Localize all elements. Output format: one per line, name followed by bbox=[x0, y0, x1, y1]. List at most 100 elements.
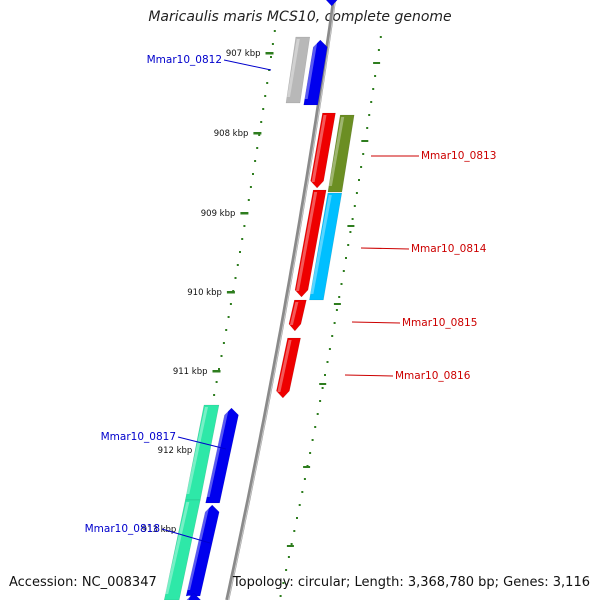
scale-dot-left bbox=[243, 225, 246, 227]
scale-dot-right bbox=[360, 166, 363, 168]
scale-dot-right bbox=[279, 595, 282, 597]
gene-label[interactable]: Mmar10_0814 bbox=[411, 243, 487, 255]
gene-red-0815[interactable] bbox=[288, 299, 307, 332]
gene-gray-0812[interactable] bbox=[285, 36, 311, 104]
scale-dot-left bbox=[258, 134, 261, 136]
gene-teal-0818[interactable] bbox=[163, 499, 201, 600]
scale-dot-right bbox=[362, 153, 365, 155]
scale-dot-right bbox=[314, 426, 317, 428]
scale-dot-right bbox=[296, 517, 298, 519]
scale-dot-right bbox=[319, 400, 322, 402]
scale-tick-label: 910 kbp bbox=[187, 288, 222, 298]
scale-dot-left bbox=[234, 277, 237, 279]
scale-dot-right bbox=[345, 257, 347, 259]
gene-cyan-0814[interactable] bbox=[309, 192, 343, 301]
scale-dot-right bbox=[351, 218, 354, 220]
scale-dot-right bbox=[301, 491, 304, 493]
gene-leader-line bbox=[360, 247, 410, 250]
scale-tick-label: 908 kbp bbox=[214, 129, 249, 139]
gene-cyan-0814-shade bbox=[310, 195, 332, 294]
scale-dot-left bbox=[241, 238, 244, 240]
scale-dot-left bbox=[254, 160, 257, 162]
gene-leader-line bbox=[351, 321, 401, 324]
gene-leader-line bbox=[344, 374, 394, 377]
scale-dot-left bbox=[213, 394, 216, 396]
gene-olive-0813[interactable] bbox=[327, 114, 355, 193]
scale-dot-right bbox=[340, 283, 343, 285]
scale-dot-right bbox=[353, 205, 356, 207]
scale-dot-left bbox=[273, 30, 276, 32]
gene-label[interactable]: Mmar10_0815 bbox=[402, 317, 477, 329]
map-title: Maricaulis maris MCS10, complete genome bbox=[148, 9, 452, 25]
scale-dot-right bbox=[338, 296, 341, 298]
gene-red-0813-shade bbox=[311, 115, 327, 182]
scale-dot-right bbox=[377, 49, 380, 51]
scale-dot-left bbox=[270, 56, 272, 58]
gene-teal-0818-shade bbox=[165, 502, 190, 594]
scale-dot-left bbox=[225, 329, 228, 331]
scale-dot-left bbox=[215, 381, 218, 383]
scale-tick-major bbox=[240, 212, 249, 215]
scale-dot-right bbox=[331, 335, 334, 337]
gene-label[interactable]: Mmar10_0812 bbox=[147, 54, 222, 66]
scale-dot-left bbox=[236, 264, 239, 266]
gene-olive-0813-shade bbox=[328, 117, 345, 186]
scale-dot-right bbox=[290, 543, 293, 545]
scale-tick-label: 907 kbp bbox=[226, 49, 261, 59]
scale-dot-left bbox=[256, 147, 259, 149]
scale-tick-right bbox=[319, 383, 327, 385]
genome-backbone-highlight bbox=[227, 0, 336, 600]
scale-dot-right bbox=[309, 452, 312, 454]
scale-dot-right bbox=[366, 127, 369, 129]
scale-dot-left bbox=[264, 95, 267, 97]
scale-dot-left bbox=[222, 342, 225, 344]
scale-tick-major bbox=[265, 52, 274, 55]
scale-dot-left bbox=[229, 303, 232, 305]
gene-blue-partial-bottom-shade bbox=[185, 595, 191, 600]
scale-tick-right bbox=[333, 303, 341, 305]
scale-dot-right bbox=[370, 101, 373, 103]
gene-label[interactable]: Mmar10_0813 bbox=[421, 150, 496, 162]
gene-blue-0817[interactable] bbox=[205, 407, 239, 504]
scale-dot-right bbox=[321, 387, 324, 389]
scale-dot-right bbox=[316, 413, 319, 415]
scale-dot-right bbox=[326, 361, 329, 363]
scale-dot-left bbox=[218, 368, 220, 370]
scale-dot-right bbox=[379, 36, 382, 38]
gene-label[interactable]: Mmar10_0818 bbox=[85, 523, 160, 535]
genome-backbone bbox=[225, 0, 336, 600]
scale-dot-left bbox=[220, 355, 223, 357]
gene-label[interactable]: Mmar10_0816 bbox=[395, 370, 471, 382]
scale-dot-right bbox=[298, 504, 301, 506]
scale-dot-right bbox=[374, 75, 377, 77]
gene-label[interactable]: Mmar10_0817 bbox=[101, 431, 176, 443]
scale-dot-left bbox=[262, 108, 265, 110]
gene-red-0815-shade bbox=[289, 302, 299, 325]
scale-dot-left bbox=[260, 121, 263, 123]
scale-dot-right bbox=[372, 88, 375, 90]
gene-red-0814[interactable] bbox=[294, 189, 327, 298]
scale-dot-right bbox=[333, 322, 336, 324]
scale-dot-left bbox=[252, 173, 254, 175]
scale-dot-right bbox=[285, 569, 288, 571]
gene-red-0816[interactable] bbox=[276, 337, 301, 399]
scale-dot-right bbox=[358, 179, 360, 181]
scale-tick-major bbox=[253, 132, 262, 135]
scale-dot-left bbox=[247, 199, 250, 201]
gene-leader-line bbox=[161, 528, 211, 544]
scale-dot-right bbox=[328, 348, 331, 350]
gene-red-0813[interactable] bbox=[310, 112, 336, 189]
gene-teal-0817-shade bbox=[186, 407, 208, 494]
scale-tick-right bbox=[373, 62, 381, 64]
scale-dot-right bbox=[335, 309, 338, 311]
gene-blue-partial[interactable] bbox=[325, 0, 340, 7]
scale-tick-right bbox=[286, 545, 294, 547]
gene-blue-0812[interactable] bbox=[303, 39, 328, 106]
scale-dot-left bbox=[249, 186, 252, 188]
scale-dot-left bbox=[227, 316, 230, 318]
scale-dot-left bbox=[266, 82, 269, 84]
scale-dot-right bbox=[355, 192, 358, 194]
gene-leader-line bbox=[223, 59, 272, 71]
gene-blue-partial-bottom[interactable] bbox=[183, 592, 201, 600]
